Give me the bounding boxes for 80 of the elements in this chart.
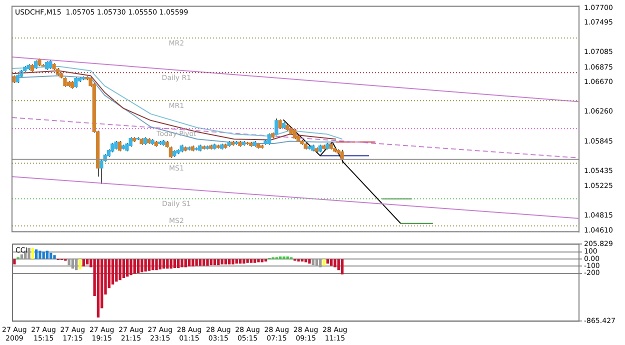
bar	[111, 259, 114, 284]
bar	[192, 259, 194, 267]
bar	[82, 259, 85, 267]
bar	[152, 259, 154, 270]
bar	[173, 259, 176, 268]
bar	[122, 259, 126, 278]
bar	[34, 249, 38, 259]
bar	[115, 259, 118, 282]
bar	[319, 259, 322, 268]
bar	[250, 259, 253, 263]
candlestick	[267, 133, 271, 146]
bar	[31, 248, 34, 259]
bar	[220, 259, 224, 264]
bar	[75, 259, 78, 270]
bar	[228, 259, 231, 264]
candlestick	[274, 118, 278, 136]
bar	[322, 259, 326, 266]
bar	[126, 259, 129, 277]
bar	[202, 259, 206, 266]
bar	[28, 248, 30, 259]
candlestick	[74, 76, 78, 88]
candlestick	[292, 128, 296, 140]
bar	[330, 259, 333, 266]
bar	[86, 259, 89, 264]
bar	[180, 259, 184, 268]
bar	[166, 259, 169, 269]
bar	[304, 259, 308, 262]
bar	[130, 259, 132, 276]
candlestick	[340, 149, 344, 164]
bar	[42, 251, 45, 259]
bar	[158, 259, 162, 270]
bar	[155, 259, 158, 270]
candlestick	[278, 118, 282, 130]
bar	[184, 259, 187, 268]
bar	[260, 259, 264, 262]
candlestick	[63, 76, 67, 88]
bar	[140, 259, 144, 272]
bar	[195, 259, 198, 266]
bar	[217, 259, 220, 266]
bar	[71, 259, 74, 269]
bar	[53, 255, 56, 259]
bar	[257, 259, 260, 262]
bar	[235, 259, 238, 264]
bar	[170, 259, 172, 269]
bar	[136, 259, 140, 273]
bar	[148, 259, 151, 271]
bar	[326, 259, 330, 264]
bar	[206, 259, 209, 266]
bar	[68, 259, 70, 266]
candlestick	[128, 136, 132, 148]
bar	[337, 259, 340, 270]
bar	[46, 250, 49, 259]
bar	[246, 259, 249, 263]
bar	[224, 259, 228, 264]
candlestick	[118, 140, 122, 152]
bar	[315, 259, 318, 267]
bar	[188, 259, 191, 267]
bar	[38, 250, 42, 259]
bar	[144, 259, 147, 272]
bar	[177, 259, 180, 268]
bar	[213, 259, 216, 266]
bar	[162, 259, 166, 269]
bar	[133, 259, 136, 274]
bar	[232, 259, 234, 264]
bar	[96, 259, 100, 318]
bar	[254, 259, 256, 263]
bar	[118, 259, 122, 280]
bar	[238, 259, 242, 264]
bar	[312, 259, 314, 266]
bar	[50, 252, 52, 259]
bar	[334, 259, 336, 268]
bar	[308, 259, 311, 264]
bar	[78, 259, 82, 270]
bar	[20, 254, 24, 259]
bar	[340, 259, 344, 274]
bar	[210, 259, 212, 266]
bar	[13, 259, 16, 264]
candlestick	[110, 142, 114, 153]
bar	[198, 259, 202, 266]
bar	[242, 259, 246, 264]
